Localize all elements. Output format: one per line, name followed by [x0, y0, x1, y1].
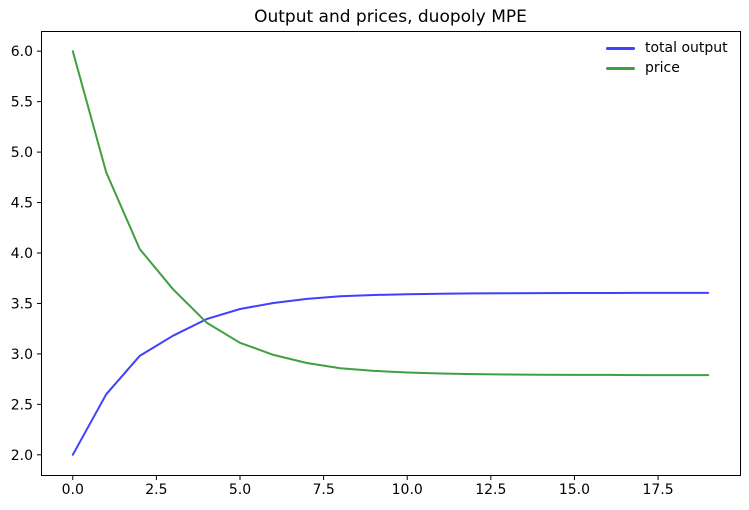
x-tick-label: 5.0: [229, 482, 251, 498]
x-tick-label: 17.5: [642, 482, 673, 498]
y-tick-label: 3.5: [11, 296, 33, 312]
series-line-price: [71, 50, 710, 377]
chart-title: Output and prices, duopoly MPE: [254, 7, 527, 27]
legend-line-icon: [606, 66, 635, 70]
x-tick-label: 0.0: [62, 482, 84, 498]
x-tick-label: 12.5: [475, 482, 506, 498]
series-line-total-output: [71, 291, 710, 456]
y-tick-label: 4.0: [11, 246, 33, 262]
y-tick-label: 5.5: [11, 95, 33, 111]
axes-frame: [41, 31, 741, 476]
x-tick-label: 15.0: [559, 482, 590, 498]
legend-entry-price: price: [606, 58, 728, 78]
x-tick-label: 7.5: [312, 482, 334, 498]
legend-label: total output: [645, 40, 728, 56]
y-tick-label: 6.0: [11, 44, 33, 60]
legend-entry-total-output: total output: [606, 38, 728, 58]
x-tick-label: 10.0: [392, 482, 423, 498]
legend-label: price: [645, 60, 680, 76]
y-tick-label: 3.0: [11, 347, 33, 363]
y-tick-label: 2.0: [11, 448, 33, 464]
y-tick-label: 4.5: [11, 196, 33, 212]
legend-line-icon: [606, 46, 635, 50]
legend: total output price: [606, 38, 728, 78]
y-tick-label: 5.0: [11, 145, 33, 161]
x-tick-label: 2.5: [145, 482, 167, 498]
y-tick-label: 2.5: [11, 397, 33, 413]
